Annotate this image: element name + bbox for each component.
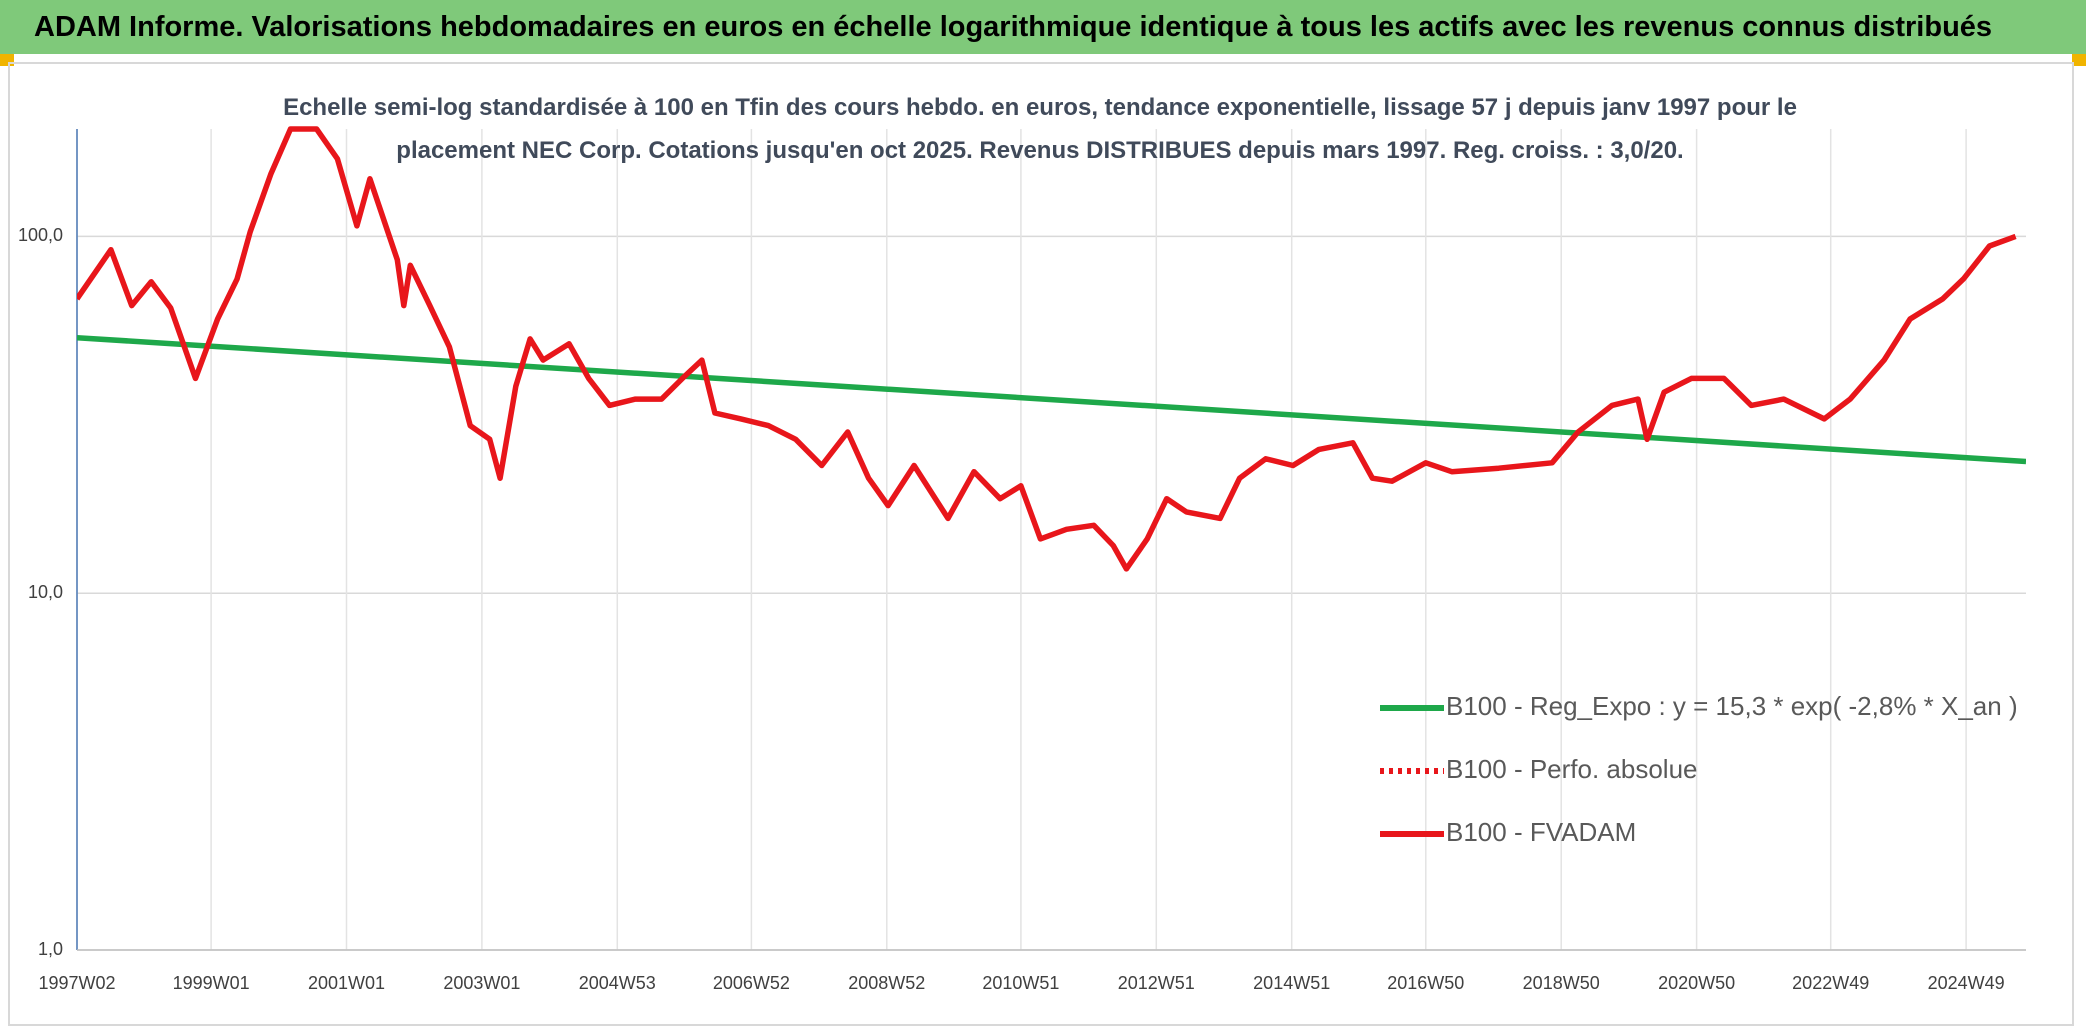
y-tick-label: 1,0 <box>38 939 63 959</box>
x-tick-label: 2003W01 <box>443 973 520 993</box>
x-tick-label: 2024W49 <box>1928 973 2005 993</box>
x-tick-label: 2004W53 <box>579 973 656 993</box>
legend-label: B100 - FVADAM <box>1446 817 1636 847</box>
x-tick-label: 2016W50 <box>1387 973 1464 993</box>
corner <box>2072 54 2086 66</box>
x-tick-label: 2014W51 <box>1253 973 1330 993</box>
y-tick-label: 100,0 <box>18 225 63 245</box>
x-tick-label: 2001W01 <box>308 973 385 993</box>
banner-title: ADAM Informe. Valorisations hebdomadaire… <box>0 0 2086 54</box>
chart-subtitle: Echelle semi-log standardisée à 100 en T… <box>283 94 1797 164</box>
legend-label: B100 - Reg_Expo : y = 15,3 * exp( -2,8% … <box>1446 691 2018 721</box>
x-tick-label: 2006W52 <box>713 973 790 993</box>
x-tick-label: 2008W52 <box>848 973 925 993</box>
series-line <box>77 126 2017 572</box>
x-tick-label: 2018W50 <box>1523 973 1600 993</box>
x-tick-label: 2020W50 <box>1658 973 1735 993</box>
legend-label: B100 - Perfo. absolue <box>1446 754 1698 784</box>
x-tick-label: 1999W01 <box>173 973 250 993</box>
x-tick-label: 2022W49 <box>1792 973 1869 993</box>
frame <box>8 62 2074 1026</box>
y-tick-label: 10,0 <box>28 582 63 602</box>
series-line <box>77 334 2026 465</box>
x-tick-label: 2012W51 <box>1118 973 1195 993</box>
x-tick-label: 2010W51 <box>982 973 1059 993</box>
x-tick-label: 1997W02 <box>38 973 115 993</box>
